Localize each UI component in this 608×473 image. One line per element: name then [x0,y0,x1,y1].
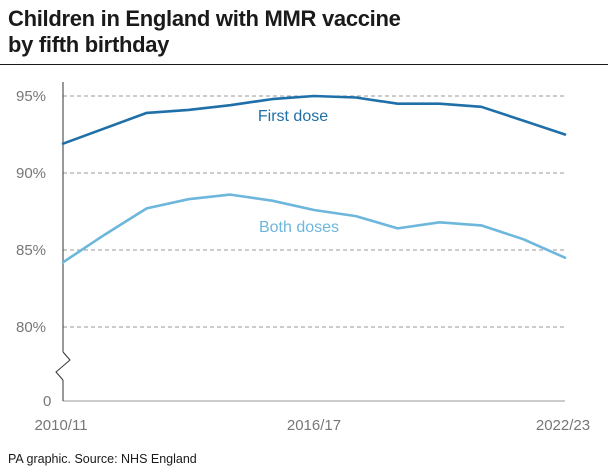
series-label-first-dose: First dose [258,108,328,125]
axis-break-icon [55,351,71,381]
source-note: PA graphic. Source: NHS England [8,452,197,466]
y-tick-label: 95% [16,88,46,105]
x-tick-label: 2022/23 [536,417,590,434]
x-tick-label: 2016/17 [287,417,341,434]
y-tick-label: 90% [16,165,46,182]
x-tick-label: 2010/11 [34,417,87,434]
y-tick-label: 80% [16,319,46,336]
series-label-halo-first-dose: First dose [258,108,328,125]
series-label-both-doses: Both doses [259,219,339,236]
y-tick-label: 85% [16,242,46,259]
y-tick-label-zero: 0 [43,393,51,410]
series-line-both-doses [61,193,567,264]
title-divider [0,64,608,65]
chart-title-line-1: Children in England with MMR vaccine [8,6,401,31]
series-label-halo-both-doses: Both doses [259,219,339,236]
chart-title-line-2: by fifth birthday [8,32,170,57]
chart-title: Children in England with MMR vaccine by … [8,6,598,58]
